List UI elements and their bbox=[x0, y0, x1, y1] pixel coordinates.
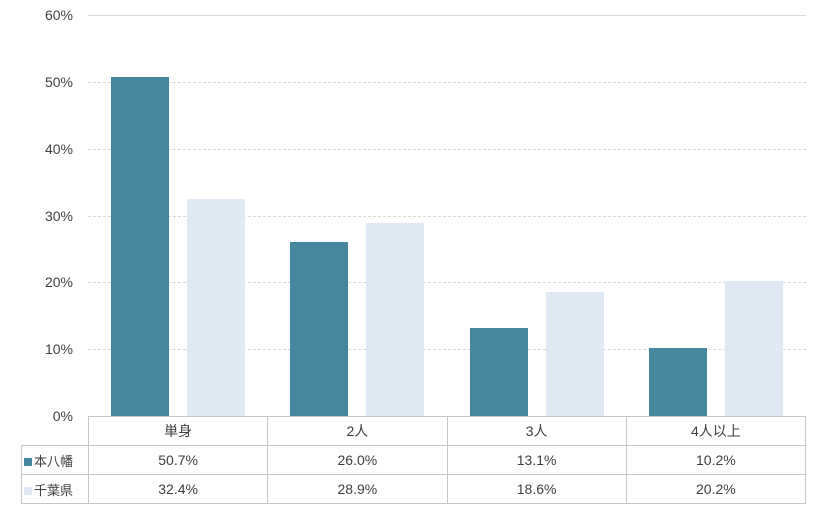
category-cell: 単身 bbox=[87, 416, 269, 446]
table-corner-cell bbox=[22, 417, 89, 446]
table-row: 本八幡 50.7% 26.0% 13.1% 10.2% bbox=[21, 445, 807, 475]
legend-cell: 本八幡 bbox=[21, 445, 89, 475]
value-cell: 18.6% bbox=[446, 474, 627, 504]
y-axis-tick-label: 30% bbox=[44, 207, 73, 224]
category-cell: 2人 bbox=[267, 416, 448, 446]
data-table-body: 単身 2人 3人 4人以上本八幡 50.7% 26.0% 13.1% 10.2% 千葉県 32.4… bbox=[21, 416, 807, 504]
bar-group bbox=[627, 15, 807, 416]
table-row: 千葉県 32.4% 28.9% 18.6% 20.2% bbox=[21, 474, 807, 504]
bar-group bbox=[447, 15, 627, 416]
bar-series1 bbox=[290, 242, 349, 416]
value-cell: 10.2% bbox=[625, 445, 807, 475]
value-cell: 28.9% bbox=[267, 474, 448, 504]
bar-series2 bbox=[725, 281, 784, 416]
y-axis-tick-label: 10% bbox=[44, 341, 73, 358]
bar-series2 bbox=[366, 222, 425, 416]
series-name: 本八幡 bbox=[34, 453, 74, 469]
bar-group bbox=[268, 15, 448, 416]
series-name: 千葉県 bbox=[34, 482, 74, 498]
value-cell: 13.1% bbox=[446, 445, 627, 475]
bar-series2 bbox=[545, 291, 604, 416]
gridline bbox=[88, 81, 806, 83]
category-cell: 4人以上 bbox=[625, 416, 807, 446]
legend-swatch-icon bbox=[24, 457, 32, 466]
y-axis-tick-label: 60% bbox=[44, 7, 73, 23]
gridline bbox=[88, 15, 806, 16]
bar-series1 bbox=[469, 328, 528, 416]
y-axis: 60% 50% 40% 30% 20% 10% 0% bbox=[0, 7, 73, 424]
legend-cell: 千葉県 bbox=[21, 474, 89, 504]
value-cell: 32.4% bbox=[87, 474, 269, 504]
gridline bbox=[88, 215, 806, 217]
y-axis-tick-label: 50% bbox=[44, 73, 73, 90]
y-axis-tick-label: 20% bbox=[44, 274, 73, 291]
bars-layer bbox=[88, 15, 806, 416]
y-axis-tick-label: 40% bbox=[44, 140, 73, 157]
category-cell: 3人 bbox=[446, 416, 627, 446]
bar-group bbox=[88, 15, 268, 416]
data-table: 単身 2人 3人 4人以上本八幡 50.7% 26.0% 13.1% 10.2% 千葉県 32.4… bbox=[21, 416, 807, 504]
legend-swatch-icon bbox=[24, 486, 32, 495]
bar-series1 bbox=[649, 347, 708, 416]
bar-series1 bbox=[110, 77, 169, 416]
value-cell: 26.0% bbox=[267, 445, 448, 475]
value-cell: 50.7% bbox=[87, 445, 269, 475]
y-axis-tick-label: 0% bbox=[52, 408, 73, 424]
gridline bbox=[88, 282, 806, 284]
gridline bbox=[88, 148, 806, 150]
bar-series2 bbox=[186, 199, 245, 416]
plot-area bbox=[88, 15, 806, 416]
value-cell: 20.2% bbox=[625, 474, 807, 504]
gridline bbox=[88, 349, 806, 351]
